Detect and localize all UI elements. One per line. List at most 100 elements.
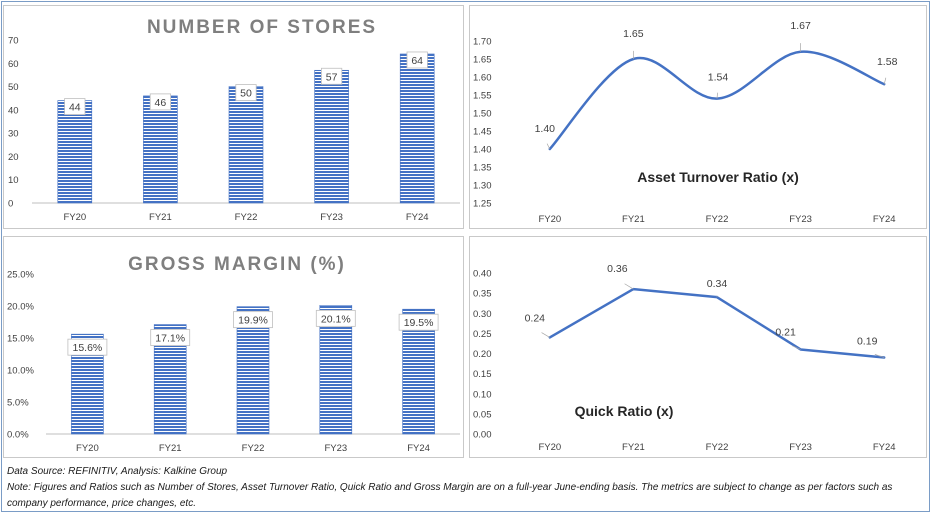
asset-turnover-chart-panel: 1.25 1.30 1.35 1.40 1.45 1.50 1.55 1.60 1.65 1.70… — [469, 5, 927, 229]
data-label: 1.40 — [535, 123, 556, 135]
y-tick-label: 0.00 — [473, 430, 492, 441]
y-tick-label: 40 — [8, 105, 19, 116]
x-tick-label: FY24 — [873, 214, 896, 225]
y-tick-label: 50 — [8, 82, 19, 93]
data-label-box — [67, 338, 108, 356]
data-label-leader — [541, 332, 550, 338]
data-label: 0.36 — [607, 263, 628, 275]
y-tick-label: 25.0% — [7, 270, 34, 281]
data-label: 15.6% — [73, 342, 103, 354]
data-label: 0.21 — [775, 326, 796, 338]
data-label-box — [315, 309, 356, 327]
bar — [143, 95, 178, 204]
data-label: 1.67 — [790, 20, 811, 32]
data-label-box — [64, 98, 86, 115]
x-tick-label: FY24 — [407, 443, 430, 454]
stores-chart-panel: NUMBER OF STORES 0 10 20 30 40 50 60 70 FY20 44 FY2… — [3, 5, 464, 229]
x-tick-label: FY20 — [76, 443, 99, 454]
y-tick-label: 1.55 — [473, 91, 492, 102]
y-tick-label: 0.35 — [473, 289, 492, 300]
y-tick-label: 0.30 — [473, 309, 492, 320]
y-tick-label: 1.25 — [473, 199, 492, 210]
data-label-box — [233, 311, 273, 329]
y-tick-label: 20 — [8, 152, 19, 163]
x-tick-label: FY21 — [159, 443, 182, 454]
data-label-leader — [716, 92, 718, 99]
y-tick-label: 1.40 — [473, 145, 492, 156]
chart-title: Asset Turnover Ratio (x) — [637, 169, 799, 185]
x-tick-label: FY23 — [789, 214, 812, 225]
stores-chart: NUMBER OF STORES 0 10 20 30 40 50 60 70 FY20 44 FY2… — [8, 17, 460, 223]
gross-margin-chart: GROSS MARGIN (%) 0.0% 5.0% 10.0% 15.0% 20.0% 2… — [7, 254, 460, 454]
y-tick-label: 15.0% — [7, 334, 34, 345]
data-label: 19.9% — [238, 315, 268, 327]
chart-title: NUMBER OF STORES — [147, 17, 377, 38]
quick-ratio-chart-panel: 0.00 0.05 0.10 0.15 0.20 0.25 0.30 0.35 0.40 FY20… — [469, 236, 927, 458]
y-tick-label: 1.60 — [473, 73, 492, 84]
data-label-box — [235, 84, 257, 101]
series-line — [548, 287, 886, 359]
x-tick-label: FY24 — [873, 442, 896, 453]
bar — [399, 53, 435, 204]
data-label: 1.65 — [623, 28, 644, 40]
data-label-box — [398, 313, 439, 331]
y-tick-label: 0.20 — [473, 349, 492, 360]
asset-turnover-chart: 1.25 1.30 1.35 1.40 1.45 1.50 1.55 1.60 1.65 1.70… — [473, 20, 898, 225]
data-label: 0.34 — [707, 278, 728, 290]
y-tick-label: 20.0% — [7, 302, 34, 313]
y-tick-label: 1.65 — [473, 55, 492, 66]
x-tick-label: FY23 — [320, 212, 343, 223]
x-tick-label: FY21 — [622, 214, 645, 225]
data-label-leader — [874, 354, 885, 358]
data-label: 0.19 — [857, 336, 878, 348]
x-tick-label: FY20 — [63, 212, 86, 223]
note-text: Note: Figures and Ratios such as Number … — [7, 482, 893, 509]
x-tick-label: FY20 — [538, 214, 561, 225]
y-tick-label: 0.10 — [473, 389, 492, 400]
y-tick-label: 70 — [8, 36, 19, 47]
y-tick-label: 0.0% — [7, 430, 29, 441]
x-tick-label: FY21 — [149, 212, 172, 223]
y-tick-label: 0.25 — [473, 329, 492, 340]
series-line — [548, 50, 886, 151]
y-tick-label: 1.30 — [473, 181, 492, 192]
x-tick-label: FY24 — [406, 212, 429, 223]
data-label: 20.1% — [321, 313, 351, 325]
data-label-leader — [624, 283, 634, 290]
y-tick-label: 0.40 — [473, 269, 492, 280]
y-tick-label: 0 — [8, 199, 13, 210]
data-label: 0.24 — [525, 312, 546, 324]
data-label-box — [150, 329, 191, 346]
data-label-box — [320, 67, 343, 85]
data-label: 1.54 — [708, 72, 729, 84]
x-tick-label: FY23 — [324, 443, 347, 454]
y-tick-label: 10 — [8, 175, 19, 186]
data-label-leader — [792, 345, 801, 350]
data-label: 50 — [240, 88, 252, 100]
bar — [314, 69, 349, 204]
footer: Data Source: REFINITIV, Analysis: Kalkin… — [7, 464, 925, 512]
y-tick-label: 1.35 — [473, 163, 492, 174]
x-tick-label: FY22 — [706, 214, 729, 225]
x-tick-label: FY22 — [235, 212, 258, 223]
data-label-leader — [546, 143, 551, 150]
chart-title: Quick Ratio (x) — [575, 403, 674, 419]
quick-ratio-chart: 0.00 0.05 0.10 0.15 0.20 0.25 0.30 0.35 0.40 FY20… — [473, 263, 896, 453]
x-tick-label: FY20 — [538, 442, 561, 453]
data-label: 64 — [411, 55, 423, 67]
x-tick-label: FY23 — [789, 442, 812, 453]
y-tick-label: 1.70 — [473, 37, 492, 48]
bar — [319, 305, 353, 435]
y-tick-label: 60 — [8, 59, 19, 70]
data-label: 1.58 — [877, 56, 898, 68]
x-tick-label: FY22 — [242, 443, 265, 454]
y-tick-label: 0.15 — [473, 369, 492, 380]
y-tick-label: 5.0% — [7, 398, 29, 409]
data-label-box — [406, 51, 428, 69]
data-source-text: Data Source: REFINITIV, Analysis: Kalkin… — [7, 466, 228, 477]
x-tick-label: FY21 — [622, 442, 645, 453]
bar — [57, 100, 93, 204]
x-tick-label: FY22 — [706, 442, 729, 453]
chart-title: GROSS MARGIN (%) — [128, 254, 346, 275]
